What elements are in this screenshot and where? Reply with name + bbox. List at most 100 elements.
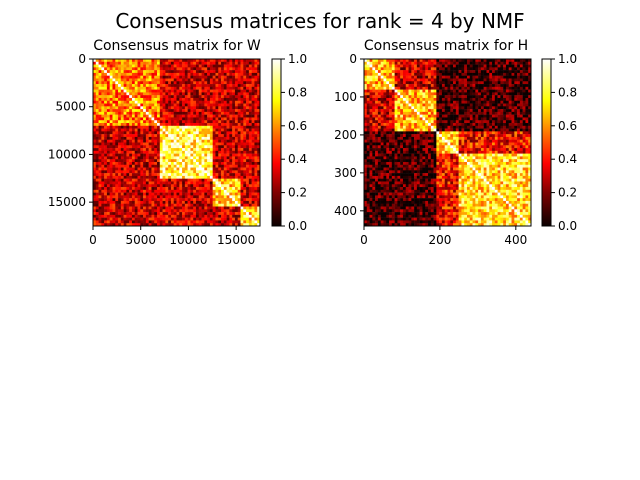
heatmap-cell: [503, 92, 507, 96]
heatmap-cell: [430, 117, 434, 121]
heatmap-cell: [444, 106, 448, 110]
heatmap-cell: [257, 156, 261, 160]
heatmap-cell: [115, 223, 119, 227]
heatmap-cell: [494, 92, 498, 96]
heatmap-cell: [237, 189, 241, 193]
heatmap-cell: [251, 131, 255, 135]
heatmap-cell: [157, 184, 161, 188]
heatmap-cell: [131, 150, 135, 154]
heatmap-cell: [372, 111, 376, 115]
heatmap-cell: [372, 64, 376, 68]
heatmap-cell: [101, 178, 105, 182]
heatmap-cell: [383, 114, 387, 118]
heatmap-cell: [134, 84, 138, 88]
heatmap-cell: [226, 114, 230, 118]
heatmap-cell: [218, 123, 222, 127]
heatmap-cell: [157, 214, 161, 218]
heatmap-cell: [109, 167, 113, 171]
heatmap-cell: [212, 145, 216, 149]
heatmap-cell: [377, 106, 381, 110]
heatmap-cell: [204, 198, 208, 202]
heatmap-cell: [209, 120, 213, 124]
heatmap-cell: [464, 67, 468, 71]
heatmap-cell: [469, 59, 473, 63]
heatmap-cell: [154, 184, 158, 188]
heatmap-cell: [455, 117, 459, 121]
heatmap-cell: [123, 223, 127, 227]
heatmap-cell: [425, 64, 429, 68]
heatmap-cell: [115, 214, 119, 218]
heatmap-cell: [469, 84, 473, 88]
heatmap-cell: [450, 70, 454, 74]
heatmap-cell: [405, 61, 409, 65]
heatmap-cell: [120, 195, 124, 199]
heatmap-cell: [218, 134, 222, 138]
heatmap-cell: [221, 67, 225, 71]
heatmap-cell: [193, 150, 197, 154]
heatmap-cell: [207, 142, 211, 146]
heatmap-cell: [364, 67, 368, 71]
heatmap-cell: [369, 89, 373, 93]
heatmap-cell: [240, 86, 244, 90]
heatmap-cell: [159, 192, 163, 196]
heatmap-cell: [154, 72, 158, 76]
heatmap-cell: [195, 64, 200, 68]
heatmap-cell: [198, 84, 202, 88]
heatmap-cell: [489, 64, 493, 68]
heatmap-cell: [157, 97, 161, 101]
heatmap-cell: [209, 128, 213, 132]
heatmap-cell: [223, 203, 227, 207]
heatmap-cell: [187, 175, 191, 179]
heatmap-cell: [246, 161, 250, 166]
heatmap-cell: [204, 181, 208, 185]
heatmap-cell: [232, 86, 236, 90]
heatmap-cell: [419, 59, 423, 63]
heatmap-cell: [170, 81, 174, 85]
heatmap-cell: [248, 75, 252, 79]
heatmap-cell: [190, 198, 194, 202]
heatmap-cell: [453, 106, 457, 110]
heatmap-cell: [505, 61, 509, 65]
heatmap-cell: [212, 175, 216, 179]
heatmap-cell: [419, 100, 423, 104]
heatmap-cell: [184, 136, 188, 140]
heatmap-cell: [234, 156, 238, 160]
heatmap-cell: [375, 97, 379, 101]
heatmap-cell: [436, 70, 440, 74]
heatmap-cell: [204, 189, 208, 193]
heatmap-cell: [157, 89, 161, 93]
heatmap-cell: [187, 145, 191, 149]
heatmap-cell: [95, 212, 99, 216]
heatmap-cell: [248, 178, 252, 182]
heatmap-cell: [187, 97, 191, 101]
heatmap-cell: [95, 198, 99, 202]
heatmap-cell: [201, 75, 205, 79]
heatmap-cell: [212, 61, 216, 65]
heatmap-cell: [134, 128, 138, 132]
heatmap-cell: [123, 142, 127, 146]
heatmap-cell: [207, 59, 211, 63]
heatmap-cell: [514, 111, 518, 115]
heatmap-cell: [366, 117, 370, 121]
heatmap-cell: [522, 72, 526, 76]
heatmap-cell: [209, 214, 213, 218]
heatmap-cell: [377, 103, 381, 107]
heatmap-cell: [145, 150, 149, 154]
heatmap-cell: [93, 78, 97, 82]
heatmap-cell: [145, 153, 149, 157]
heatmap-cell: [486, 89, 490, 93]
heatmap-cell: [248, 123, 252, 127]
heatmap-cell: [503, 64, 507, 68]
heatmap-cell: [129, 220, 133, 224]
heatmap-cell: [508, 59, 512, 63]
heatmap-cell: [517, 59, 521, 63]
heatmap-cell: [472, 100, 476, 104]
heatmap-cell: [221, 114, 225, 118]
heatmap-cell: [243, 106, 247, 110]
heatmap-cell: [243, 187, 247, 191]
heatmap-cell: [497, 114, 501, 118]
heatmap-cell: [101, 75, 105, 79]
heatmap-cell: [159, 75, 163, 79]
heatmap-cell: [98, 109, 102, 113]
heatmap-cell: [140, 120, 144, 124]
